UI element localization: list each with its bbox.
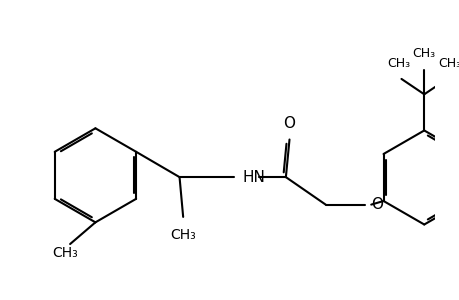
- Text: O: O: [370, 197, 382, 212]
- Text: HN: HN: [242, 169, 265, 184]
- Text: CH₃: CH₃: [412, 46, 435, 60]
- Text: O: O: [283, 116, 295, 131]
- Text: CH₃: CH₃: [170, 228, 196, 242]
- Text: CH₃: CH₃: [52, 246, 78, 260]
- Text: CH₃: CH₃: [437, 57, 459, 70]
- Text: CH₃: CH₃: [386, 57, 409, 70]
